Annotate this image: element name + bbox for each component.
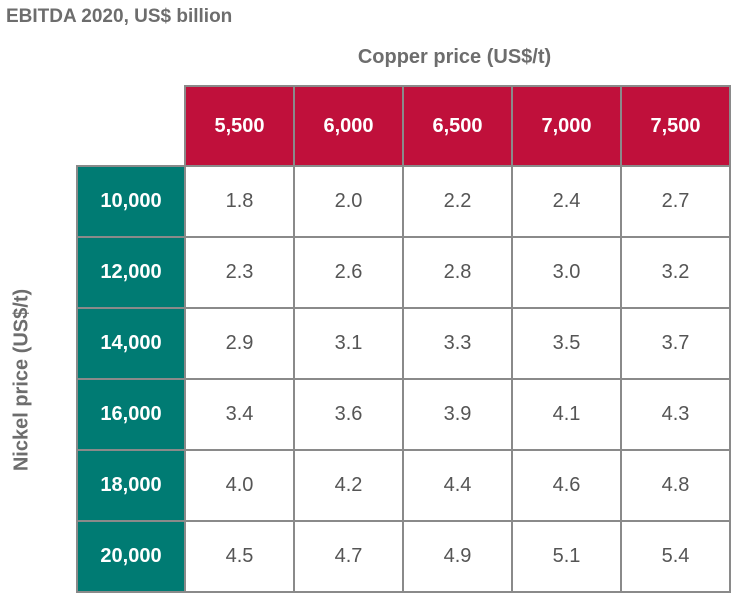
table-corner (77, 86, 185, 166)
table-cell: 3.2 (620, 236, 731, 309)
row-header: 12,000 (76, 236, 186, 309)
table-cell: 3.5 (511, 307, 622, 380)
table-cell: 3.0 (511, 236, 622, 309)
table-cell: 4.9 (402, 520, 513, 593)
table-row: 12,000 2.3 2.6 2.8 3.0 3.2 (76, 236, 731, 309)
table-row: 20,000 4.5 4.7 4.9 5.1 5.4 (76, 520, 731, 593)
table-cell: 4.1 (511, 378, 622, 451)
table-cell: 2.0 (293, 165, 404, 238)
table-cell: 3.7 (620, 307, 731, 380)
table-cell: 2.3 (184, 236, 295, 309)
column-header: 7,000 (511, 85, 622, 167)
table-row: 16,000 3.4 3.6 3.9 4.1 4.3 (76, 378, 731, 451)
table-cell: 4.4 (402, 449, 513, 522)
row-header: 20,000 (76, 520, 186, 593)
table-cell: 4.2 (293, 449, 404, 522)
table-cell: 3.1 (293, 307, 404, 380)
column-axis-label: Copper price (US$/t) (357, 46, 552, 68)
table-cell: 4.0 (184, 449, 295, 522)
row-header: 16,000 (76, 378, 186, 451)
table-row: 14,000 2.9 3.1 3.3 3.5 3.7 (76, 307, 731, 380)
column-header: 6,000 (293, 85, 404, 167)
table-cell: 2.7 (620, 165, 731, 238)
table-cell: 2.2 (402, 165, 513, 238)
table-cell: 1.8 (184, 165, 295, 238)
table-body: 10,000 1.8 2.0 2.2 2.4 2.7 12,000 2.3 2.6 2.8 3.0 3… (76, 165, 731, 593)
table-cell: 4.3 (620, 378, 731, 451)
table-cell: 3.4 (184, 378, 295, 451)
row-header: 18,000 (76, 449, 186, 522)
table-cell: 2.4 (511, 165, 622, 238)
row-header: 14,000 (76, 307, 186, 380)
table-cell: 3.9 (402, 378, 513, 451)
row-axis-label: Nickel price (US$/t) (10, 288, 33, 472)
table-cell: 5.1 (511, 520, 622, 593)
table-cell: 4.5 (184, 520, 295, 593)
row-header: 10,000 (76, 165, 186, 238)
table-row: 10,000 1.8 2.0 2.2 2.4 2.7 (76, 165, 731, 238)
table-cell: 2.6 (293, 236, 404, 309)
sensitivity-table: 5,500 6,000 6,500 7,000 7,500 10,000 1.8 2… (76, 85, 731, 593)
chart-title: EBITDA 2020, US$ billion (6, 6, 233, 27)
table-cell: 4.6 (511, 449, 622, 522)
column-header-row: 5,500 6,000 6,500 7,000 7,500 (77, 85, 731, 167)
table-cell: 2.9 (184, 307, 295, 380)
table-cell: 4.7 (293, 520, 404, 593)
column-header: 6,500 (402, 85, 513, 167)
table-cell: 3.6 (293, 378, 404, 451)
table-cell: 3.3 (402, 307, 513, 380)
table-cell: 5.4 (620, 520, 731, 593)
column-header: 7,500 (620, 85, 731, 167)
table-row: 18,000 4.0 4.2 4.4 4.6 4.8 (76, 449, 731, 522)
column-header: 5,500 (184, 85, 295, 167)
table-cell: 2.8 (402, 236, 513, 309)
table-cell: 4.8 (620, 449, 731, 522)
